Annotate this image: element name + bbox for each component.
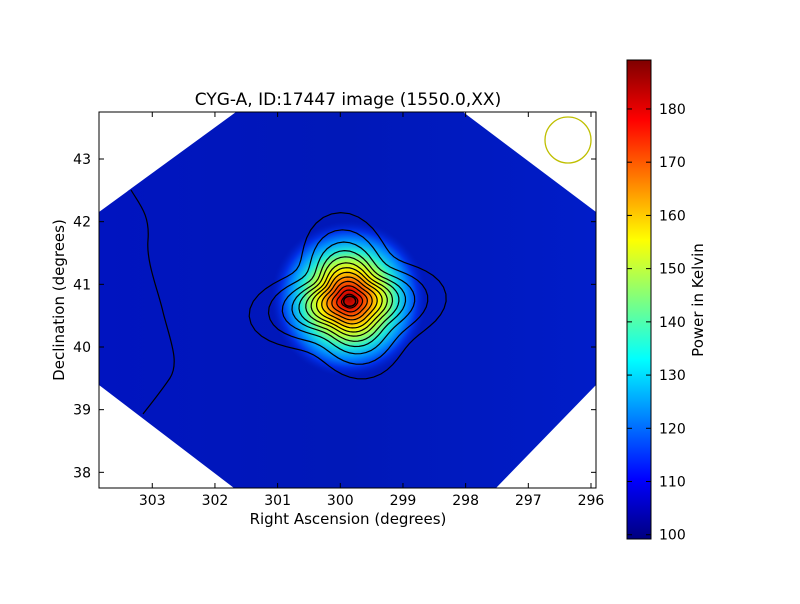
contour-level — [321, 276, 378, 325]
x-tick-label: 302 — [202, 493, 229, 509]
peak-contour — [342, 295, 357, 308]
contour-level — [326, 280, 373, 321]
x-tick-label: 296 — [578, 493, 605, 509]
contour-lines — [248, 211, 447, 380]
y-tick-label: 38 — [73, 465, 91, 481]
contour-level — [267, 229, 429, 365]
contour-level — [305, 262, 394, 337]
x-tick-label: 297 — [515, 493, 542, 509]
y-tick-label: 42 — [73, 215, 91, 231]
colorbar-ticks: 100 110 120 130 140 150 160 170 180 — [627, 102, 686, 544]
contour-level — [298, 256, 400, 342]
colorbar-tick-label: 130 — [659, 368, 686, 384]
contour-level — [291, 249, 407, 348]
contour-level — [316, 271, 383, 329]
colorbar-tick-label: 110 — [659, 475, 686, 491]
contour-level — [336, 289, 364, 313]
y-axis-label: Declination (degrees) — [50, 219, 68, 381]
contour-level — [340, 293, 359, 309]
contour-level — [248, 211, 447, 380]
colorbar-tick-label: 180 — [659, 102, 686, 118]
outer-contour-left — [130, 189, 175, 415]
chart-title: CYG-A, ID:17447 image (1550.0,XX) — [195, 90, 501, 110]
colorbar-tick-label: 140 — [659, 315, 686, 331]
beam-circle — [544, 116, 592, 164]
x-tick-label: 300 — [327, 493, 354, 509]
colorbar-tick-label: 150 — [659, 262, 686, 278]
plot-axes: 303 302 301 300 299 298 297 296 38 39 40 41 42 43 CY… — [50, 90, 604, 528]
contour-level — [281, 241, 416, 355]
contour-level — [310, 267, 388, 333]
plot-frame — [98, 111, 597, 489]
x-tick-label: 303 — [139, 493, 166, 509]
x-tick-label: 299 — [390, 493, 417, 509]
colorbar-tick-label: 170 — [659, 155, 686, 171]
y-tick-label: 40 — [73, 340, 91, 356]
colorbar-gradient — [626, 59, 652, 540]
y-tick-label: 43 — [73, 152, 91, 168]
y-tick-label: 41 — [73, 277, 91, 293]
source-blob — [271, 221, 427, 377]
x-tick-label: 298 — [452, 493, 479, 509]
colorbar-tick-label: 160 — [659, 208, 686, 224]
x-tick-label: 301 — [264, 493, 291, 509]
x-axis-ticks: 303 302 301 300 299 298 297 296 — [139, 112, 605, 509]
colorbar-label: Power in Kelvin — [689, 243, 707, 357]
y-axis-ticks: 38 39 40 41 42 43 — [73, 152, 596, 481]
y-tick-label: 39 — [73, 403, 91, 419]
colorbar-tick-label: 100 — [659, 528, 686, 544]
contour-level — [331, 285, 368, 317]
x-axis-label: Right Ascension (degrees) — [250, 510, 447, 528]
colorbar-tick-label: 120 — [659, 421, 686, 437]
colorbar: 100 110 120 130 140 150 160 170 180 Power in Kel… — [626, 59, 707, 544]
